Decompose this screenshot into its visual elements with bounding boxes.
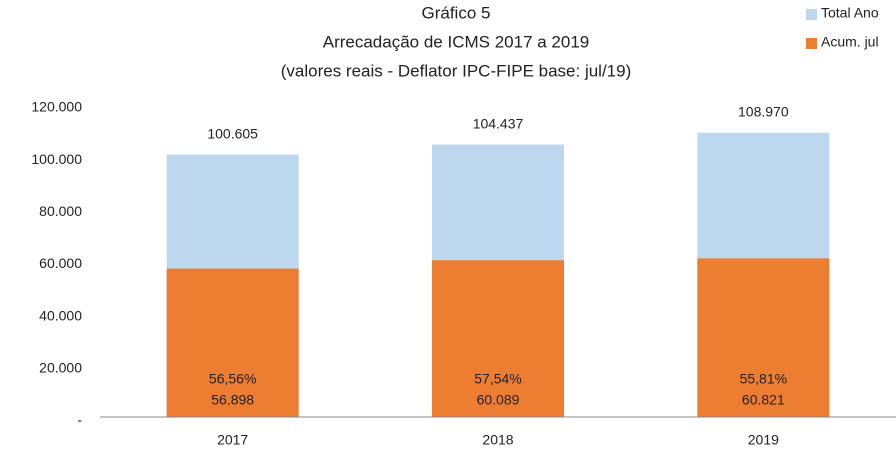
- x-tick-label: 2018: [482, 432, 513, 448]
- bar: [432, 260, 564, 417]
- y-tick-label: 20.000: [39, 360, 82, 376]
- legend-swatch: [806, 9, 817, 20]
- percent-label: 55,81%: [740, 371, 787, 387]
- data-label: 60.821: [742, 392, 785, 408]
- percent-label: 57,54%: [474, 371, 521, 387]
- data-label: 100.605: [207, 125, 258, 141]
- x-tick-label: 2017: [217, 432, 248, 448]
- legend-label: Total Ano: [821, 5, 879, 21]
- data-label: 56.898: [211, 392, 254, 408]
- data-label: 60.089: [477, 392, 520, 408]
- bar: [697, 258, 830, 417]
- chart-title: Arrecadação de ICMS 2017 a 2019: [323, 32, 590, 51]
- chart-title: Gráfico 5: [422, 3, 491, 22]
- y-tick-label: 60.000: [39, 255, 82, 271]
- data-label: 108.970: [738, 103, 789, 119]
- y-tick-label: 40.000: [39, 307, 82, 323]
- bar: [166, 268, 299, 417]
- data-label: 104.437: [473, 115, 524, 131]
- chart-subtitle: (valores reais - Deflator IPC-FIPE base:…: [281, 61, 632, 80]
- x-tick-label: 2019: [748, 432, 779, 448]
- legend-label: Acum. jul: [821, 34, 879, 50]
- y-tick-label: -: [77, 412, 82, 428]
- legend-swatch: [806, 38, 817, 49]
- y-tick-label: 80.000: [39, 203, 82, 219]
- percent-label: 56,56%: [209, 371, 256, 387]
- y-tick-label: 120.000: [31, 99, 82, 115]
- y-tick-label: 100.000: [31, 151, 82, 167]
